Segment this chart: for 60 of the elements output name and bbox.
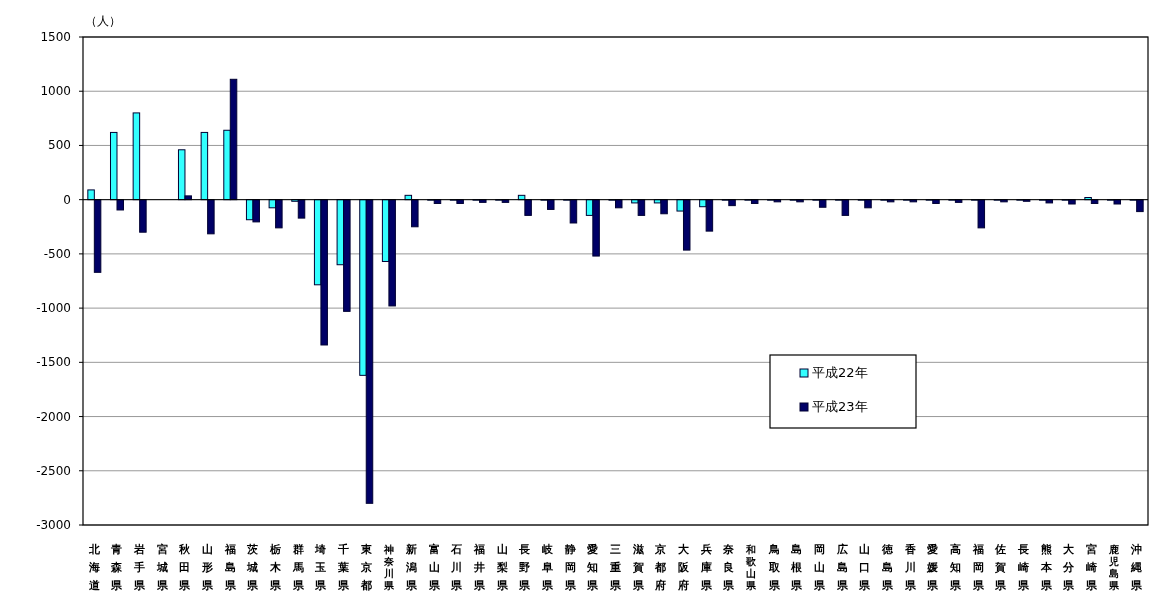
- x-tick-label: 兵庫県: [699, 543, 713, 592]
- x-tick-label: 三重県: [609, 543, 622, 592]
- y-tick-label: -2000: [36, 409, 71, 424]
- x-tick-label: 島根県: [790, 543, 804, 592]
- x-tick-label: 宮崎県: [1084, 543, 1098, 592]
- y-tick-label: -1500: [36, 355, 71, 370]
- x-tick-label: 滋賀県: [631, 543, 645, 592]
- x-tick-label: 岐阜県: [541, 543, 555, 592]
- x-tick-label: 愛媛県: [926, 543, 940, 592]
- x-tick-label: 秋田県: [178, 543, 192, 592]
- y-tick-label: -3000: [36, 518, 71, 532]
- x-tick-label: 香川県: [903, 543, 917, 592]
- x-tick-label: 鹿児島県: [1108, 544, 1121, 591]
- legend-label: 平成23年: [812, 399, 868, 414]
- x-tick-label: 東京都: [359, 543, 373, 592]
- x-tick-label: 鳥取県: [767, 543, 781, 592]
- x-tick-label: 徳島県: [880, 543, 894, 592]
- y-axis-title: （人）: [85, 14, 121, 28]
- y-tick-label: -1000: [36, 301, 71, 316]
- x-tick-label: 高知県: [948, 543, 962, 592]
- x-tick-label: 新潟県: [405, 543, 419, 592]
- x-tick-label: 北海道: [87, 543, 101, 592]
- x-tick-label: 埼玉県: [314, 543, 328, 592]
- x-tick-label: 長野県: [518, 543, 532, 592]
- y-tick-label: -2500: [36, 463, 71, 478]
- x-tick-label: 愛知県: [586, 543, 600, 592]
- x-tick-label: 大分県: [1062, 543, 1076, 592]
- x-tick-label: 神奈川県: [382, 544, 395, 591]
- y-tick-label: 1500: [40, 30, 71, 44]
- x-tick-label: 岩手県: [133, 543, 147, 592]
- x-tick-label: 広島県: [835, 543, 849, 592]
- x-tick-label: 千葉県: [337, 543, 351, 592]
- x-tick-label: 山梨県: [495, 543, 509, 592]
- x-tick-label: 福岡県: [971, 543, 985, 592]
- x-tick-label: 山形県: [201, 543, 215, 592]
- legend-label: 平成22年: [812, 365, 868, 380]
- x-tick-label: 静岡県: [563, 543, 577, 592]
- x-tick-label: 山口県: [858, 543, 872, 592]
- x-tick-label: 栃木県: [269, 543, 283, 592]
- x-tick-label: 和歌山県: [745, 544, 758, 591]
- y-tick-label: 1000: [40, 84, 71, 99]
- x-tick-label: 長崎県: [1016, 543, 1030, 592]
- x-tick-label: 大阪府: [676, 543, 690, 592]
- x-tick-label: 奈良県: [722, 543, 736, 592]
- x-tick-label: 沖縄県: [1130, 543, 1144, 592]
- x-tick-label: 福井県: [473, 543, 487, 592]
- x-tick-label: 福島県: [223, 543, 237, 592]
- y-tick-label: 500: [48, 138, 71, 153]
- x-tick-label: 佐賀県: [994, 543, 1008, 592]
- y-tick-label: 0: [63, 192, 71, 207]
- x-tick-label: 宮城県: [155, 543, 169, 592]
- x-tick-label: 石川県: [450, 543, 464, 592]
- x-tick-label: 茨城県: [246, 543, 260, 592]
- x-tick-label: 群馬県: [291, 543, 305, 592]
- x-tick-label: 岡山県: [812, 543, 826, 592]
- x-tick-label: 京都府: [654, 543, 667, 592]
- y-tick-label: -500: [43, 246, 71, 261]
- x-tick-label: 青森県: [110, 543, 124, 592]
- x-tick-label: 熊本県: [1039, 543, 1053, 592]
- x-tick-label: 富山県: [427, 543, 441, 592]
